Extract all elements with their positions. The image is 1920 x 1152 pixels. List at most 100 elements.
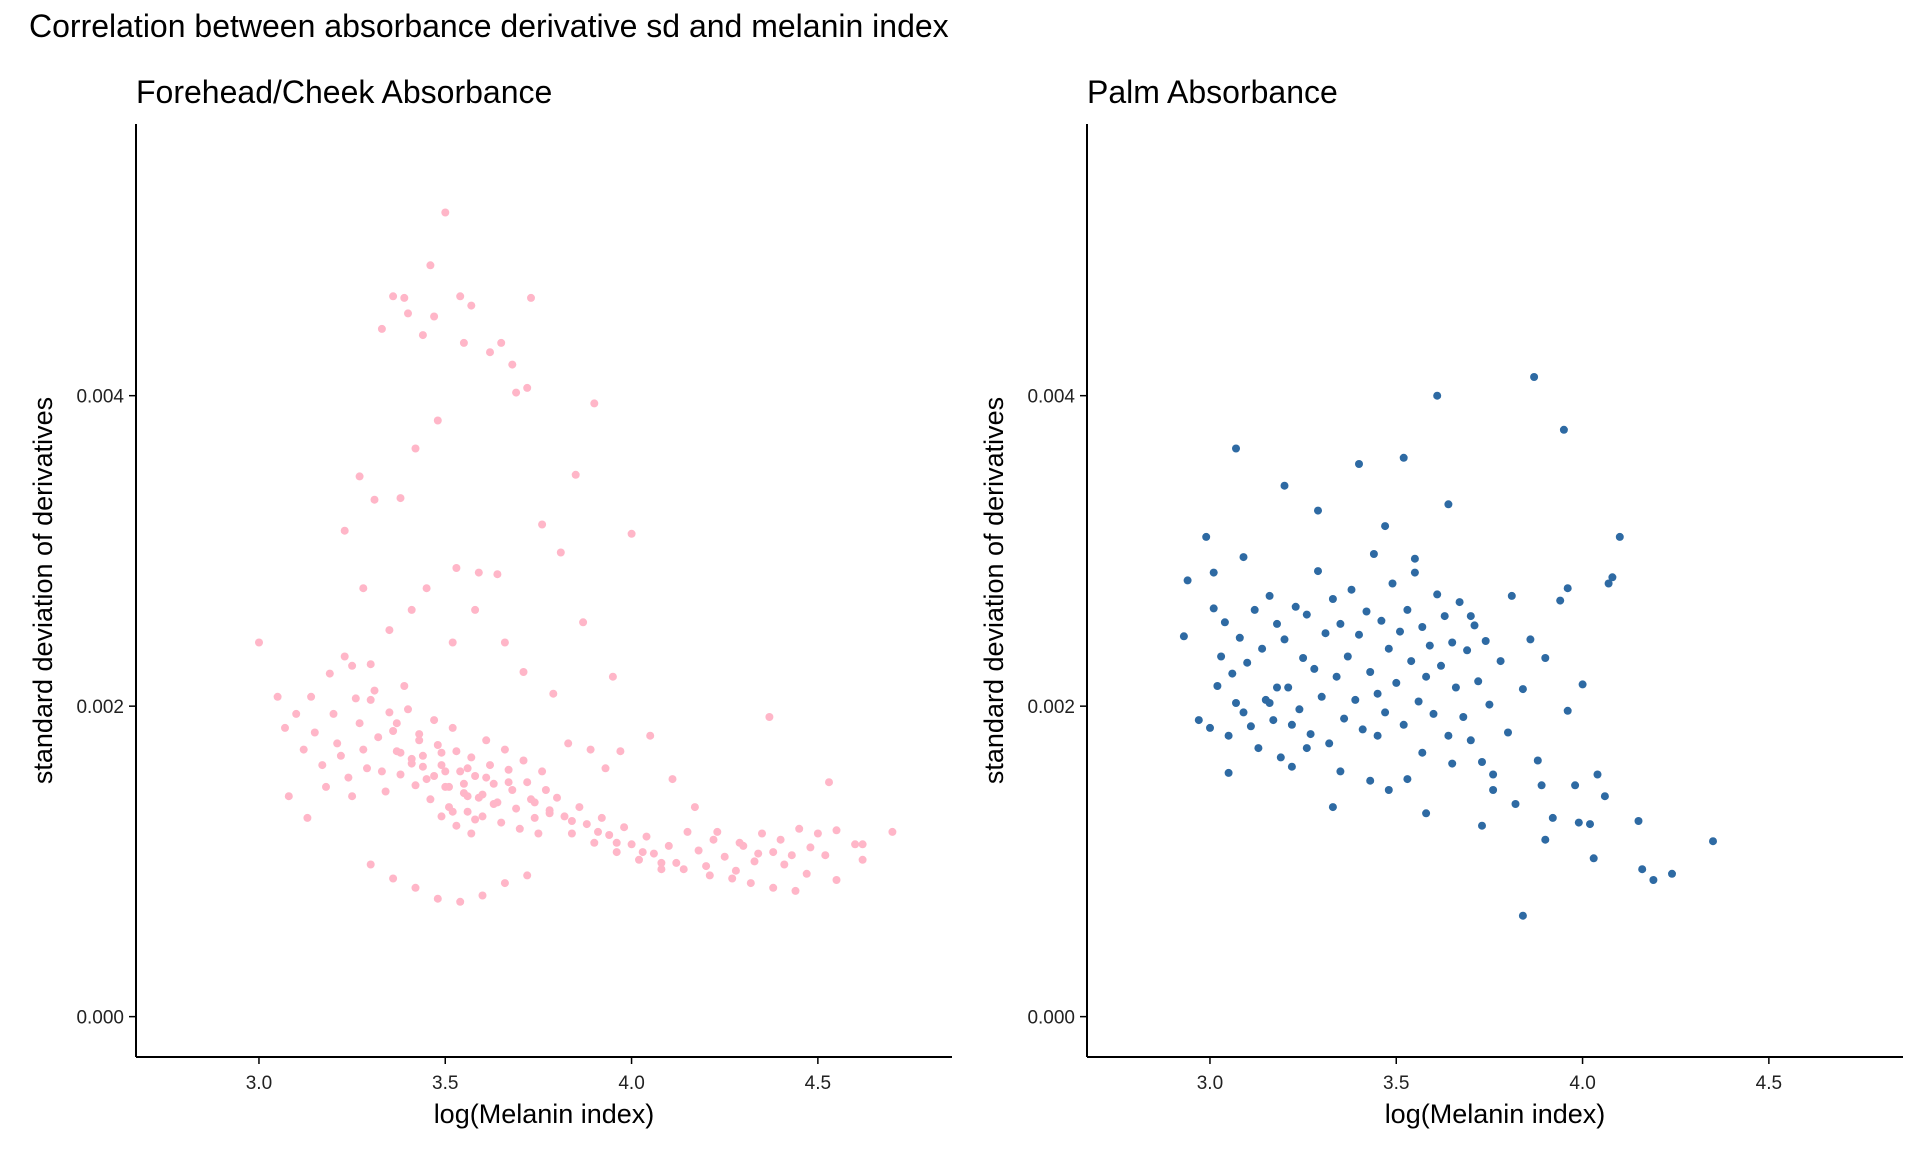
data-point [355, 472, 364, 481]
data-point [728, 874, 737, 883]
data-point [668, 775, 677, 784]
data-point [1239, 553, 1248, 562]
data-point [1403, 605, 1412, 614]
data-point [776, 835, 785, 844]
data-point [418, 331, 427, 340]
data-point [538, 767, 547, 776]
data-point [858, 840, 867, 849]
data-point [1511, 800, 1520, 808]
data-point [307, 692, 316, 701]
data-point [303, 813, 312, 822]
scatter-points [255, 208, 897, 906]
data-point [508, 360, 517, 369]
data-point [1287, 762, 1296, 771]
data-point [627, 840, 636, 849]
data-point [534, 829, 543, 838]
data-point [1373, 689, 1382, 698]
data-point [426, 261, 435, 270]
data-point [527, 293, 535, 302]
data-point [433, 741, 442, 749]
data-point [351, 694, 360, 703]
data-point [1425, 641, 1434, 650]
data-point [299, 745, 308, 754]
data-point [452, 747, 461, 756]
data-point [1362, 607, 1371, 616]
data-point [1474, 677, 1483, 686]
data-point [418, 751, 427, 760]
data-point [1265, 699, 1274, 707]
data-point [1202, 532, 1211, 541]
data-point [1586, 820, 1594, 829]
data-point [500, 879, 509, 888]
data-point [1437, 661, 1445, 670]
data-point [400, 293, 409, 302]
y-tick-label: 0.000 [1027, 1008, 1075, 1029]
data-point [590, 838, 599, 847]
data-point [787, 851, 796, 860]
data-point [612, 838, 621, 847]
data-point [560, 812, 569, 821]
data-point [590, 399, 599, 408]
data-point [1507, 591, 1516, 600]
data-point [802, 869, 811, 878]
data-point [888, 827, 897, 836]
data-point [441, 208, 450, 217]
data-point [579, 618, 588, 627]
data-point [523, 778, 532, 787]
data-point [1496, 657, 1505, 666]
data-point [445, 782, 453, 791]
data-point [731, 866, 740, 875]
data-point [1265, 591, 1274, 600]
data-point [1429, 709, 1438, 718]
data-point [385, 626, 394, 635]
data-point [1179, 632, 1188, 641]
data-point [709, 835, 718, 844]
data-point [1306, 730, 1315, 739]
data-point [500, 745, 509, 754]
data-point [1366, 776, 1375, 785]
data-point [508, 786, 517, 794]
data-point [448, 723, 457, 732]
data-point [1384, 644, 1393, 653]
data-point [1489, 770, 1498, 779]
data-point [795, 824, 804, 833]
x-tick-label: 3.5 [1383, 1073, 1409, 1094]
data-point [1328, 803, 1337, 812]
data-point [255, 638, 263, 647]
data-point [333, 739, 342, 748]
data-point [746, 879, 755, 888]
data-point [1381, 708, 1390, 717]
data-point [642, 832, 651, 841]
data-point [769, 883, 778, 892]
data-point [422, 775, 431, 784]
data-point [1541, 654, 1550, 662]
data-point [1235, 633, 1244, 642]
data-point [1280, 481, 1289, 490]
data-point [452, 821, 461, 830]
data-point [1478, 821, 1486, 830]
data-point [430, 772, 439, 780]
data-point [1194, 716, 1203, 725]
data-point [1440, 612, 1449, 621]
data-point [437, 748, 446, 757]
data-point [832, 876, 841, 884]
data-point [1276, 753, 1285, 762]
x-tick-label: 3.5 [432, 1073, 458, 1094]
data-point [1410, 568, 1419, 577]
data-point [679, 865, 688, 874]
y-tick-label: 0.004 [1027, 387, 1075, 408]
data-point [441, 767, 450, 776]
data-point [1589, 854, 1598, 863]
data-point [1615, 532, 1624, 541]
data-point [635, 855, 643, 864]
data-point [512, 804, 521, 813]
data-point [400, 682, 409, 690]
data-point [1217, 652, 1226, 661]
data-point [1571, 781, 1580, 790]
data-point [1478, 758, 1486, 766]
data-point [594, 827, 602, 836]
data-point [1403, 775, 1412, 784]
data-point [1328, 595, 1337, 603]
data-point [758, 829, 766, 838]
